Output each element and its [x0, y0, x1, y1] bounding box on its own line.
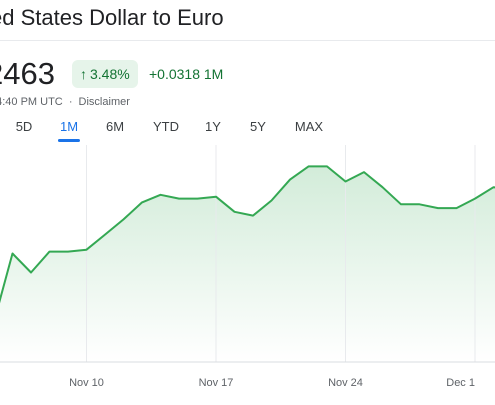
tab-label: YTD [153, 119, 179, 134]
data-point[interactable] [269, 198, 275, 204]
data-point[interactable] [213, 194, 219, 200]
data-point[interactable] [195, 196, 201, 202]
page-title: ed States Dollar to Euro [0, 4, 224, 32]
absolute-change: +0.0318 1M [149, 64, 223, 84]
tab-5d[interactable]: 5D [16, 117, 33, 137]
arrow-up-icon: ↑ [80, 67, 87, 81]
tab-label: MAX [295, 119, 323, 134]
active-tab-indicator [58, 139, 80, 142]
x-tick-label: Nov 17 [199, 377, 234, 389]
price-chart[interactable]: Nov 10 Nov 17 Nov 24 Dec 1 [0, 145, 495, 400]
percent-change-value: 3.48% [90, 66, 130, 82]
price-chart-svg[interactable]: Nov 10 Nov 17 Nov 24 Dec 1 [0, 145, 495, 400]
x-tick-label: Nov 24 [328, 377, 363, 389]
tab-label: 1M [60, 119, 78, 134]
tab-ytd[interactable]: YTD [153, 117, 179, 137]
data-point[interactable] [47, 249, 53, 255]
data-point[interactable] [158, 192, 164, 198]
data-point[interactable] [176, 196, 182, 202]
data-point[interactable] [10, 251, 16, 257]
tab-label: 5Y [250, 119, 266, 134]
x-tick-label: Nov 10 [69, 377, 104, 389]
data-point[interactable] [232, 209, 238, 215]
quote-meta: 04:40 PM UTC · Disclaimer [0, 95, 130, 109]
range-tabs: 5D 1M 6M YTD 1Y 5Y MAX [0, 117, 495, 141]
data-point[interactable] [28, 270, 34, 276]
data-point[interactable] [65, 249, 71, 255]
x-tick-label: Dec 1 [446, 377, 475, 389]
current-price: 2463 [0, 56, 55, 92]
meta-separator: · [69, 96, 73, 108]
percent-change-badge: ↑ 3.48% [72, 60, 138, 88]
data-point[interactable] [121, 216, 127, 222]
data-point[interactable] [287, 177, 293, 183]
data-point[interactable] [398, 201, 404, 207]
data-point[interactable] [84, 247, 90, 253]
tab-label: 6M [106, 119, 124, 134]
data-point[interactable] [380, 184, 386, 190]
quote-timestamp: 04:40 PM UTC [0, 96, 63, 108]
tab-label: 1Y [205, 119, 221, 134]
data-point[interactable] [417, 201, 423, 207]
data-point[interactable] [454, 205, 460, 211]
tab-6m[interactable]: 6M [106, 117, 124, 137]
data-point[interactable] [139, 199, 145, 205]
data-point[interactable] [306, 163, 312, 169]
data-point[interactable] [361, 169, 367, 175]
data-point[interactable] [324, 163, 330, 169]
data-point[interactable] [250, 213, 256, 219]
tab-1m[interactable]: 1M [60, 117, 78, 137]
data-point[interactable] [435, 205, 441, 211]
data-point[interactable] [343, 179, 349, 185]
tab-5y[interactable]: 5Y [250, 117, 266, 137]
tab-max[interactable]: MAX [295, 117, 323, 137]
tab-1y[interactable]: 1Y [205, 117, 221, 137]
tab-label: 5D [16, 119, 33, 134]
header-divider [0, 40, 495, 41]
price-area-fill [0, 166, 495, 362]
data-point[interactable] [102, 232, 108, 238]
disclaimer-link[interactable]: Disclaimer [79, 96, 130, 108]
data-point[interactable] [472, 196, 478, 202]
